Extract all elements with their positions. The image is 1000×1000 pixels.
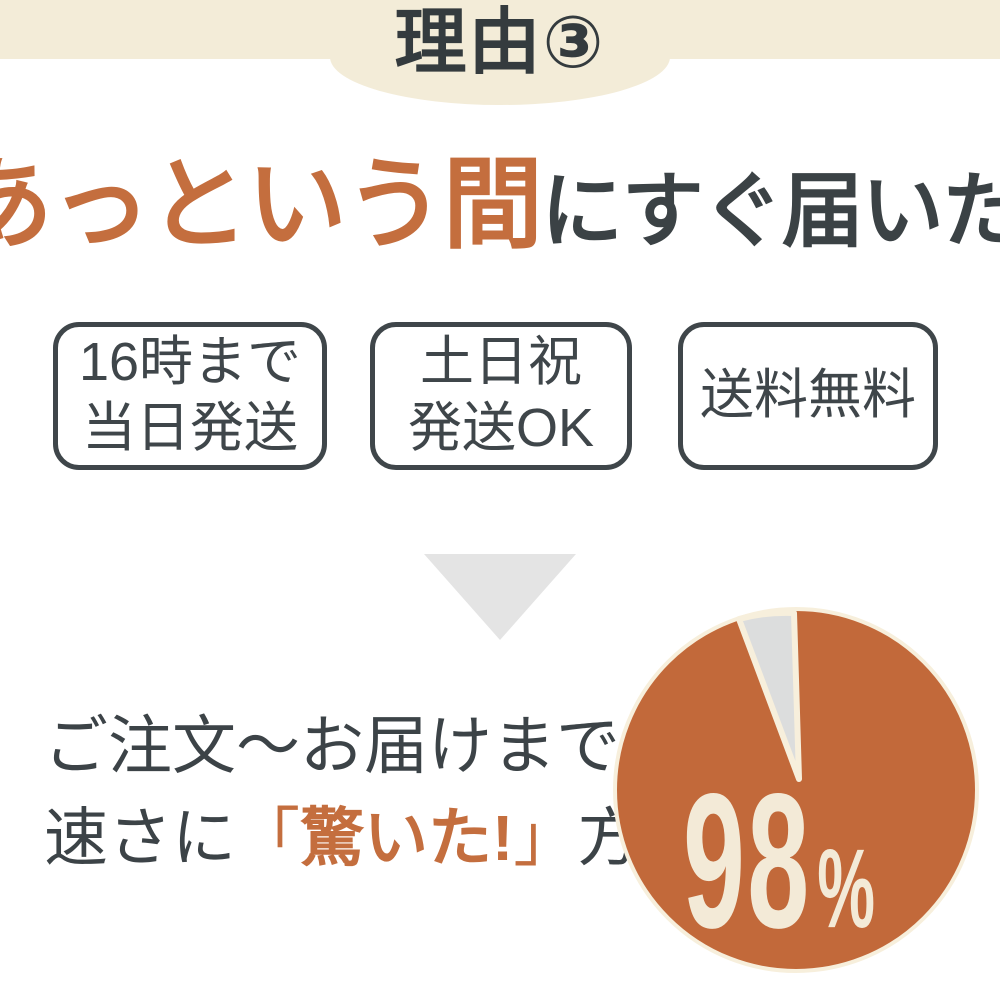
stat-caption-line1: ご注文〜お届けまでの — [44, 710, 684, 782]
pie-slice-major — [613, 607, 979, 973]
badge-line: 送料無料 — [700, 365, 916, 426]
badge-line: 土日祝 — [420, 332, 582, 393]
header-banner — [0, 0, 1000, 105]
caption-prefix: 速さに — [44, 802, 236, 874]
pie-percentage-label: 98% — [683, 765, 875, 957]
caption-highlight: 驚いた! — [300, 802, 514, 874]
badge-free-shipping: 送料無料 — [678, 322, 938, 470]
caption-open-bracket: 「 — [236, 802, 300, 874]
headline-highlight: あっという間 — [0, 149, 543, 261]
badge-same-day-shipping: 16時まで 当日発送 — [53, 322, 327, 470]
header-banner-curve — [330, 9, 670, 105]
badge-line: 発送OK — [407, 398, 595, 458]
pie-percentage-unit: % — [817, 826, 876, 951]
badge-line: 当日発送 — [82, 398, 298, 458]
page-title: 理由③ — [394, 3, 606, 83]
stat-caption-line2: 速さに「驚いた!」方 — [44, 792, 684, 884]
caption-close-bracket: 」 — [513, 802, 578, 874]
headline: あっという間 にすぐ届いた! — [0, 150, 1000, 260]
pie-chart: 98% — [606, 600, 986, 980]
pie-percentage-value: 98 — [683, 753, 812, 968]
pie-chart-svg — [613, 607, 979, 973]
stat-caption: ご注文〜お届けまでの 速さに「驚いた!」方 — [44, 700, 684, 884]
down-arrow-icon — [424, 554, 576, 640]
badge-line: 16時まで — [78, 332, 302, 393]
headline-rest: にすぐ届いた! — [540, 166, 1000, 257]
badge-weekend-holiday-shipping: 土日祝 発送OK — [370, 322, 632, 470]
pie-slice-minor — [736, 609, 802, 782]
